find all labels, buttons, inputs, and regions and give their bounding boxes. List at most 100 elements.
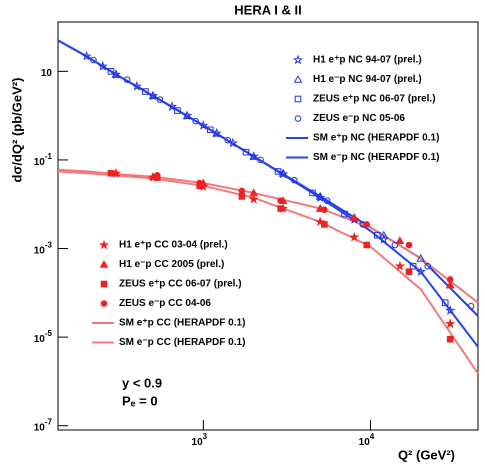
data-point — [156, 96, 164, 103]
legend-label: H1 e⁻p CC 2005 (prel.) — [119, 259, 224, 270]
tick-label-base: 10 — [34, 245, 46, 256]
data-point — [238, 193, 246, 200]
legend-marker — [294, 115, 302, 122]
tick-label: 10-3 — [34, 241, 53, 257]
data-point — [309, 189, 316, 197]
data-point — [182, 110, 193, 121]
legend-label: ZEUS e⁻p NC 05-06 — [313, 113, 405, 124]
data-point — [374, 231, 381, 239]
data-point — [242, 148, 250, 156]
data-point — [341, 210, 348, 218]
plot-frame — [57, 21, 479, 431]
data-point — [446, 276, 454, 283]
data-point — [441, 299, 449, 306]
data-point — [153, 171, 161, 179]
tick-label-exponent: -1 — [45, 152, 53, 161]
legend-label: ZEUS e⁻p CC 04-06 — [119, 298, 211, 309]
data-point — [349, 231, 360, 242]
data-point — [405, 268, 413, 275]
legend-label: H1 e⁺p NC 94-07 (prel.) — [313, 55, 422, 66]
data-point — [249, 151, 259, 160]
data-point — [290, 176, 298, 184]
data-point — [321, 206, 328, 214]
data-point — [467, 302, 475, 310]
tick-label: 10 — [41, 68, 53, 79]
tick-label: 104 — [359, 432, 375, 448]
tick-label: 10-5 — [34, 329, 53, 345]
data-point — [424, 262, 431, 270]
tick-label-base: 10 — [34, 422, 46, 433]
data-point — [238, 187, 246, 195]
data-point — [174, 107, 181, 114]
y-axis-label: dσ/dQ² (pb/GeV²) — [9, 78, 24, 183]
data-point — [97, 60, 108, 71]
legend-marker — [100, 280, 108, 288]
data-point — [212, 128, 221, 137]
tick-label-exponent: 4 — [370, 432, 375, 441]
data-point — [198, 120, 209, 130]
legend-marker — [292, 54, 304, 65]
data-point — [277, 197, 284, 205]
data-point — [445, 280, 455, 289]
data-point — [110, 69, 121, 79]
tick-label: 103 — [192, 432, 208, 448]
data-point — [315, 191, 325, 200]
data-point — [446, 335, 454, 343]
data-point — [445, 305, 456, 315]
data-point — [196, 179, 203, 187]
data-point — [415, 266, 426, 276]
legend-label: SM e⁻p CC (HERAPDF 0.1) — [119, 337, 245, 348]
legend-label: ZEUS e⁺p CC 06-07 (prel.) — [119, 279, 242, 290]
data-point — [90, 56, 97, 64]
legend-label: SM e⁺p NC (HERAPDF 0.1) — [313, 133, 439, 144]
legend-marker — [99, 259, 109, 268]
data-point — [395, 236, 405, 245]
chart-title: HERA I & II — [234, 2, 301, 17]
data-point — [274, 168, 282, 175]
data-point — [167, 101, 178, 111]
annotation: Pₑ = 0 — [122, 393, 158, 408]
data-point — [416, 253, 426, 262]
data-point — [81, 50, 92, 61]
data-point — [211, 127, 222, 138]
data-point — [142, 88, 149, 95]
data-point — [192, 117, 199, 125]
tick-label-base: 10 — [359, 437, 371, 448]
data-point — [349, 213, 359, 221]
data-point — [405, 241, 413, 249]
tick-label: 10-1 — [34, 152, 53, 168]
data-point — [107, 169, 115, 177]
tick-label-exponent: -5 — [45, 329, 53, 338]
annotation: y < 0.9 — [122, 375, 162, 390]
legend-label: ZEUS e⁺p NC 06-07 (prel.) — [313, 94, 436, 105]
data-point — [257, 156, 264, 164]
data-point — [277, 205, 284, 212]
model-curve — [57, 170, 479, 375]
tick-label-exponent: -7 — [45, 418, 53, 427]
data-point — [363, 221, 371, 228]
data-point — [224, 136, 232, 144]
data-point — [315, 216, 326, 227]
data-point — [248, 193, 259, 204]
x-axis-label: Q² (GeV²) — [398, 447, 455, 462]
data-point — [206, 126, 214, 134]
data-point — [409, 262, 417, 270]
tick-label-base: 10 — [34, 334, 46, 345]
data-point — [107, 68, 115, 75]
tick-label: 10-7 — [34, 418, 53, 434]
data-point — [321, 221, 328, 228]
legend-label: SM e⁻p NC (HERAPDF 0.1) — [313, 152, 439, 163]
data-point — [445, 318, 456, 329]
data-point — [182, 111, 192, 119]
tick-label-exponent: 3 — [203, 432, 208, 441]
legend-label: SM e⁺p CC (HERAPDF 0.1) — [119, 318, 245, 329]
legend-marker — [98, 239, 110, 250]
legend-marker — [100, 300, 108, 307]
data-point — [394, 260, 406, 271]
legend-label: H1 e⁺p CC 03-04 (prel.) — [119, 240, 228, 251]
data-point — [249, 188, 259, 197]
data-point — [123, 76, 131, 83]
data-point — [323, 197, 331, 205]
legend-marker — [293, 74, 303, 83]
